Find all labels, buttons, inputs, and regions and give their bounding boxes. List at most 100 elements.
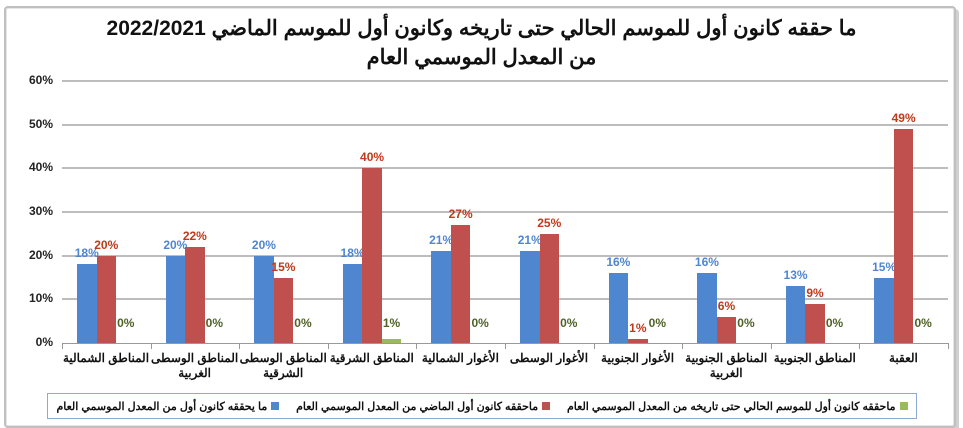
data-label: 0% <box>294 316 312 330</box>
x-category-label: الأغوار الوسطى <box>509 351 589 365</box>
data-label: 18% <box>74 246 99 261</box>
x-category-label: المناطق الشمالية <box>62 351 150 365</box>
bar <box>342 264 363 343</box>
x-tick-mark <box>505 343 506 349</box>
gridline <box>62 211 948 213</box>
legend-label: ماحققه كانون أول الماضي من المعدل الموسم… <box>296 400 539 413</box>
data-label: 18% <box>340 246 365 261</box>
bar <box>185 246 205 343</box>
data-label: 13% <box>783 268 808 283</box>
x-category-label: المناطق الوسطى الغربية <box>151 351 239 380</box>
data-label: 25% <box>537 215 562 230</box>
x-tick-mark <box>770 343 772 349</box>
x-tick-mark <box>682 343 684 349</box>
x-category-label: المناطق الوسطى الشرقية <box>239 351 327 380</box>
x-tick-mark <box>416 343 418 349</box>
x-tick-mark <box>859 343 861 349</box>
bar <box>450 225 471 343</box>
data-label: 21% <box>429 233 454 248</box>
data-label: 49% <box>891 111 916 126</box>
legend-swatch-icon <box>542 402 551 410</box>
data-label: 1% <box>382 316 401 330</box>
data-label: 40% <box>360 150 385 165</box>
bar <box>77 264 97 343</box>
bar <box>539 233 559 343</box>
gridline <box>62 167 948 170</box>
bar <box>96 255 116 343</box>
data-label: 16% <box>606 255 631 270</box>
gridline <box>62 123 948 126</box>
x-tick-mark <box>239 343 241 349</box>
data-label: 0% <box>205 316 224 330</box>
bar <box>165 255 186 343</box>
data-label: 6% <box>717 298 736 313</box>
legend-item: ماحققه كانون أول للموسم الحالي حتى تاريخ… <box>567 400 908 413</box>
bar <box>608 273 629 343</box>
data-label: 20% <box>163 237 188 252</box>
data-label: 22% <box>182 228 207 243</box>
gridline <box>62 254 948 257</box>
x-tick-mark <box>593 343 595 349</box>
data-label: 20% <box>251 237 276 252</box>
x-tick-mark <box>948 343 949 349</box>
x-category-label: المناطق الجنوبية <box>773 351 856 365</box>
y-tick-label: 30% <box>28 204 53 218</box>
bar <box>431 251 451 343</box>
x-category-label: الأغوار الشمالية <box>421 351 499 365</box>
chart-title-line1: ما حققه كانون أول للموسم الحالي حتى تاري… <box>106 17 857 40</box>
bar <box>893 129 914 343</box>
data-label: 15% <box>872 259 897 274</box>
data-label: 0% <box>737 316 755 330</box>
y-tick-label: 10% <box>28 291 53 306</box>
data-label: 0% <box>825 316 844 330</box>
gridline <box>62 298 948 301</box>
y-tick-label: 20% <box>28 247 53 262</box>
x-tick-mark <box>327 343 329 349</box>
bar <box>628 338 648 343</box>
data-label: 27% <box>448 207 473 222</box>
chart-title: ما حققه كانون أول للموسم الحالي حتى تاري… <box>0 14 963 72</box>
data-label: 20% <box>94 237 119 252</box>
y-tick-label: 0% <box>35 335 53 349</box>
data-label: 0% <box>471 316 489 330</box>
x-category-label: العقبة <box>888 351 918 365</box>
data-label: 15% <box>271 259 296 274</box>
bar <box>716 316 737 343</box>
data-label: 0% <box>560 316 578 330</box>
bar <box>697 273 717 343</box>
bar <box>874 277 894 343</box>
data-label: 21% <box>517 233 542 248</box>
x-category-label: الأغوار الجنوبية <box>601 351 675 365</box>
x-category-label: المناطق الجنوبية الغربية <box>685 351 768 380</box>
data-label: 9% <box>806 285 824 300</box>
bar <box>273 277 294 343</box>
data-label: 1% <box>629 320 647 335</box>
bar <box>254 255 274 343</box>
x-tick-mark <box>62 343 63 349</box>
legend-item: ما يحققه كانون أول من المعدل الموسمي الع… <box>56 400 280 413</box>
gridline <box>62 80 948 82</box>
data-label: 16% <box>694 255 719 270</box>
data-label: 0% <box>914 316 932 330</box>
data-label: 0% <box>117 316 135 330</box>
y-tick-label: 50% <box>28 116 53 131</box>
legend-swatch-icon <box>271 402 280 410</box>
bar <box>362 168 382 343</box>
bar <box>805 303 825 343</box>
y-tick-label: 60% <box>28 73 53 87</box>
plot-area <box>62 80 948 343</box>
legend-label: ماحققه كانون أول للموسم الحالي حتى تاريخ… <box>566 400 896 413</box>
bar <box>520 251 540 343</box>
legend-item: ماحققه كانون أول الماضي من المعدل الموسم… <box>296 400 551 413</box>
chart-frame <box>4 6 956 428</box>
x-category-label: المناطق الشرقية <box>329 351 414 365</box>
x-tick-mark <box>150 343 152 349</box>
y-tick-label: 40% <box>28 160 53 175</box>
bar <box>785 286 806 343</box>
chart-title-line2: من المعدل الموسمي العام <box>366 46 597 69</box>
bar <box>381 338 402 343</box>
legend-swatch-icon <box>899 402 908 410</box>
legend: ما يحققه كانون أول من المعدل الموسمي الع… <box>47 393 917 419</box>
legend-label: ما يحققه كانون أول من المعدل الموسمي الع… <box>56 400 268 413</box>
data-label: 0% <box>648 316 667 330</box>
